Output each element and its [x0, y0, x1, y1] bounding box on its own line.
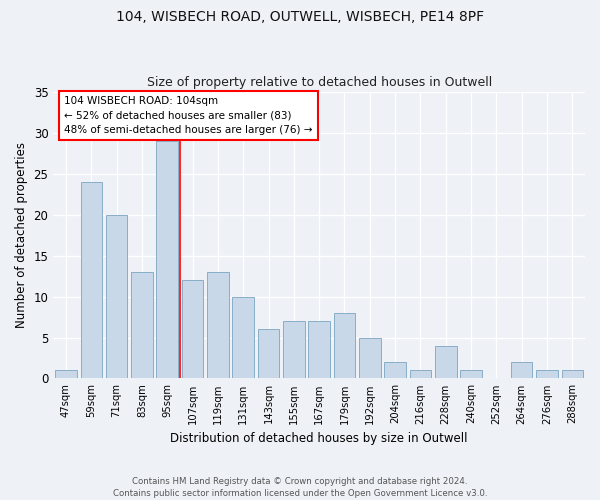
Bar — [157, 141, 178, 378]
Bar — [511, 362, 532, 378]
Bar — [334, 313, 355, 378]
Bar — [536, 370, 558, 378]
Bar — [207, 272, 229, 378]
Bar — [131, 272, 152, 378]
Bar — [232, 296, 254, 378]
Text: 104 WISBECH ROAD: 104sqm
← 52% of detached houses are smaller (83)
48% of semi-d: 104 WISBECH ROAD: 104sqm ← 52% of detach… — [64, 96, 313, 135]
Bar — [460, 370, 482, 378]
Bar — [55, 370, 77, 378]
Title: Size of property relative to detached houses in Outwell: Size of property relative to detached ho… — [146, 76, 492, 90]
Bar — [283, 321, 305, 378]
Text: Contains HM Land Registry data © Crown copyright and database right 2024.
Contai: Contains HM Land Registry data © Crown c… — [113, 476, 487, 498]
Bar — [385, 362, 406, 378]
Bar — [182, 280, 203, 378]
Bar — [410, 370, 431, 378]
Bar — [359, 338, 380, 378]
X-axis label: Distribution of detached houses by size in Outwell: Distribution of detached houses by size … — [170, 432, 468, 445]
Bar — [308, 321, 330, 378]
Bar — [435, 346, 457, 378]
Y-axis label: Number of detached properties: Number of detached properties — [15, 142, 28, 328]
Bar — [106, 215, 127, 378]
Bar — [562, 370, 583, 378]
Bar — [80, 182, 102, 378]
Bar — [258, 330, 279, 378]
Text: 104, WISBECH ROAD, OUTWELL, WISBECH, PE14 8PF: 104, WISBECH ROAD, OUTWELL, WISBECH, PE1… — [116, 10, 484, 24]
